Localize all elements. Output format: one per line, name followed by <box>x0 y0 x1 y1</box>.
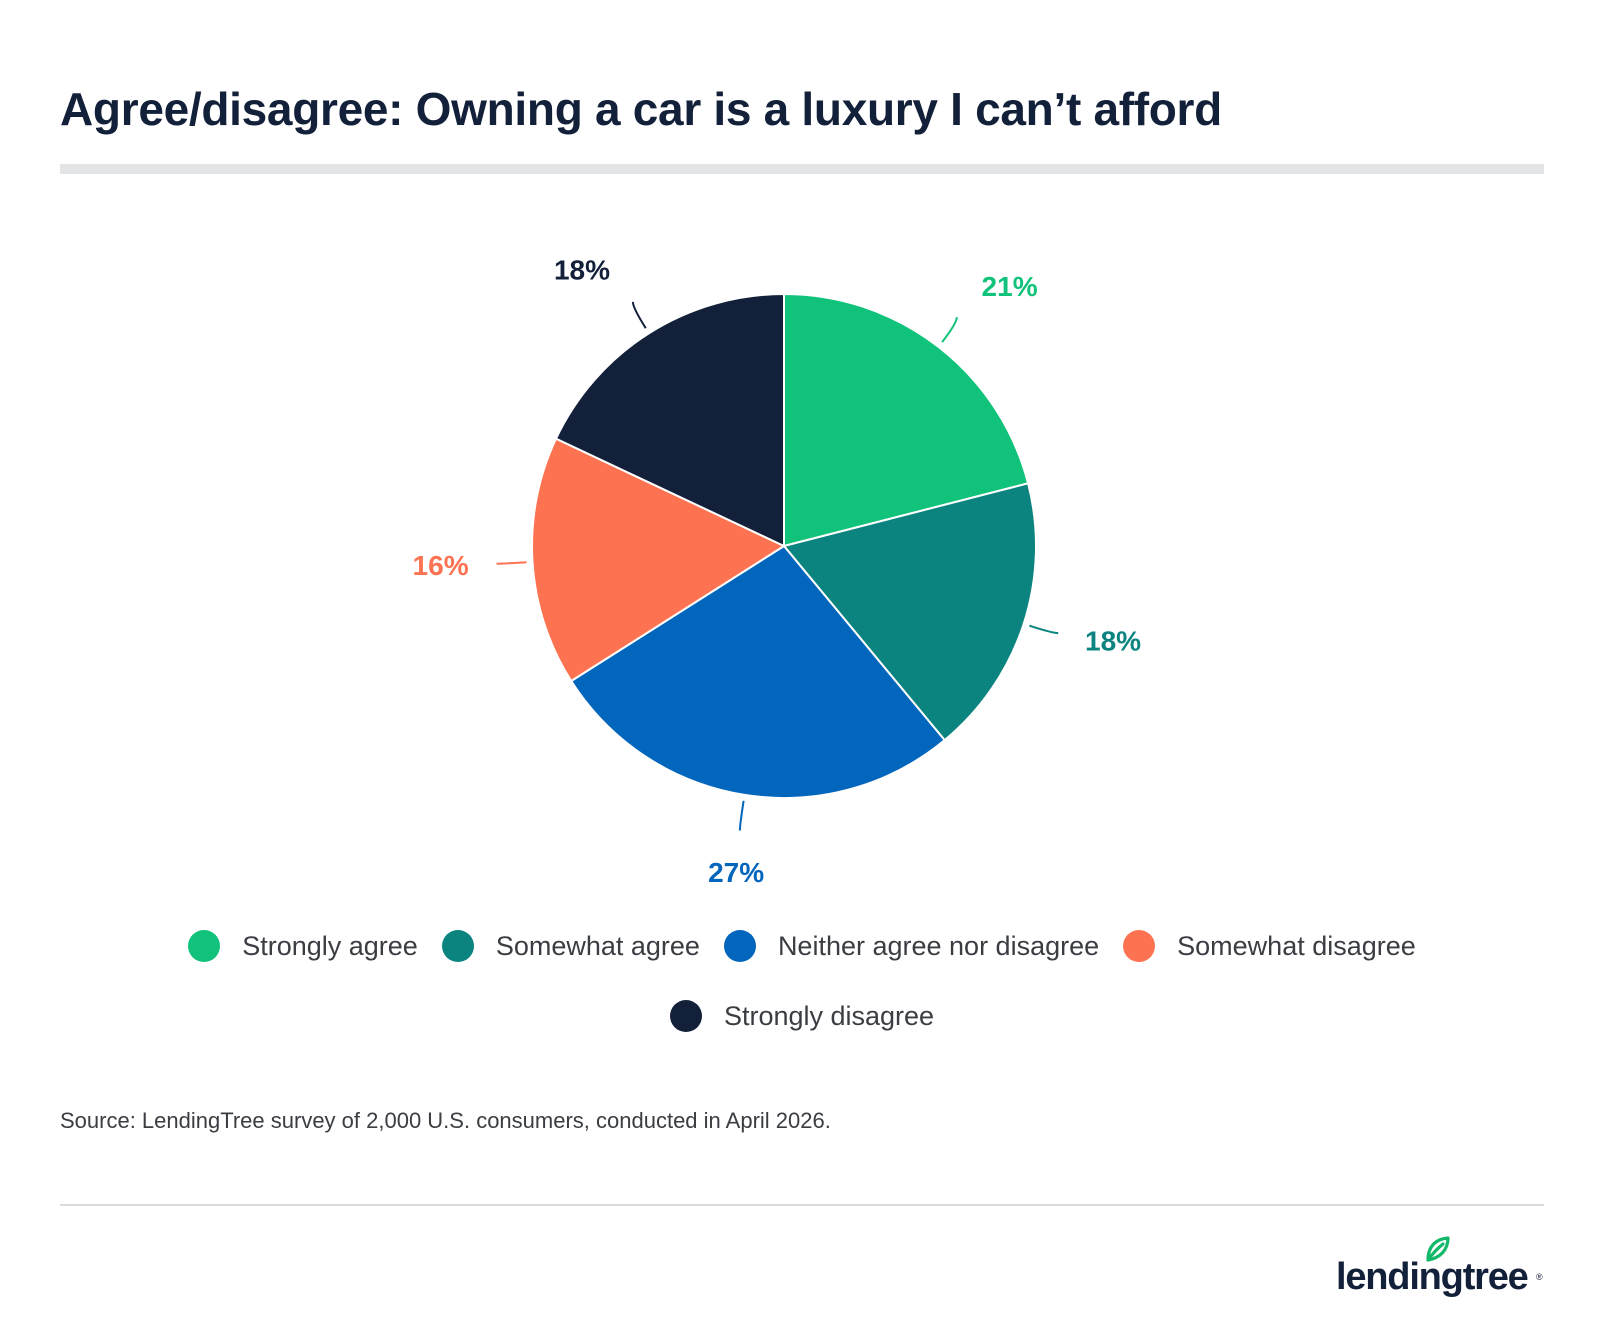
legend-item-somewhat-disagree: Somewhat disagree <box>1123 930 1416 962</box>
legend-label: Somewhat agree <box>495 930 700 961</box>
data-label-somewhat-disagree: 16% <box>413 550 469 581</box>
chart-title: Agree/disagree: Owning a car is a luxury… <box>60 83 1222 135</box>
lendingtree-logo: lendingtree ® <box>1336 1236 1546 1302</box>
legend-item-strongly-disagree: Strongly disagree <box>669 1000 935 1032</box>
data-label-strongly-agree: 21% <box>982 271 1038 302</box>
legend-row: Strongly disagree <box>60 992 1544 1040</box>
legend-item-somewhat-agree: Somewhat agree <box>441 930 700 962</box>
footer-divider <box>60 1204 1544 1206</box>
legend-row: Strongly agree Somewhat agree Neither ag… <box>60 922 1544 970</box>
data-label-strongly-disagree: 18% <box>554 255 610 286</box>
logo-registered-mark: ® <box>1536 1272 1543 1282</box>
title-divider <box>60 164 1544 174</box>
leader-line-strongly-agree <box>941 317 958 343</box>
pie-slice-somewhat-disagree <box>531 437 787 683</box>
leader-line-neither-agree-nor-disagree <box>738 800 745 831</box>
legend-swatch <box>723 930 756 962</box>
logo-wordmark: lendingtree <box>1336 1256 1529 1298</box>
pie-slice-strongly-agree <box>783 292 1030 548</box>
legend-swatch <box>188 930 221 962</box>
legend-label: Strongly disagree <box>723 1000 935 1031</box>
data-label-neither-agree-nor-disagree: 27% <box>708 857 764 888</box>
legend-swatch <box>669 1000 702 1032</box>
pie-slice-somewhat-agree <box>782 482 1037 742</box>
pie-slice-neither-agree-nor-disagree <box>569 544 947 799</box>
legend-item-neither: Neither agree nor disagree <box>723 930 1100 962</box>
legend-label: Somewhat disagree <box>1177 930 1416 961</box>
leader-line-somewhat-disagree <box>496 561 527 565</box>
data-label-somewhat-agree: 18% <box>1085 626 1141 657</box>
legend: Strongly agree Somewhat agree Neither ag… <box>60 922 1544 1040</box>
leader-line-somewhat-agree <box>1029 624 1059 635</box>
legend-label: Neither agree nor disagree <box>777 930 1100 961</box>
legend-swatch <box>441 930 474 962</box>
leader-line-strongly-disagree <box>631 301 647 329</box>
source-note: Source: LendingTree survey of 2,000 U.S.… <box>60 1108 831 1133</box>
legend-label: Strongly agree <box>242 930 418 961</box>
leaf-icon <box>1426 1236 1450 1262</box>
pie-slice-strongly-disagree <box>554 292 785 548</box>
pie-chart: 21% 18% 27% 16% 18% <box>413 255 1142 889</box>
legend-swatch <box>1123 930 1156 962</box>
legend-item-strongly-agree: Strongly agree <box>188 930 418 962</box>
